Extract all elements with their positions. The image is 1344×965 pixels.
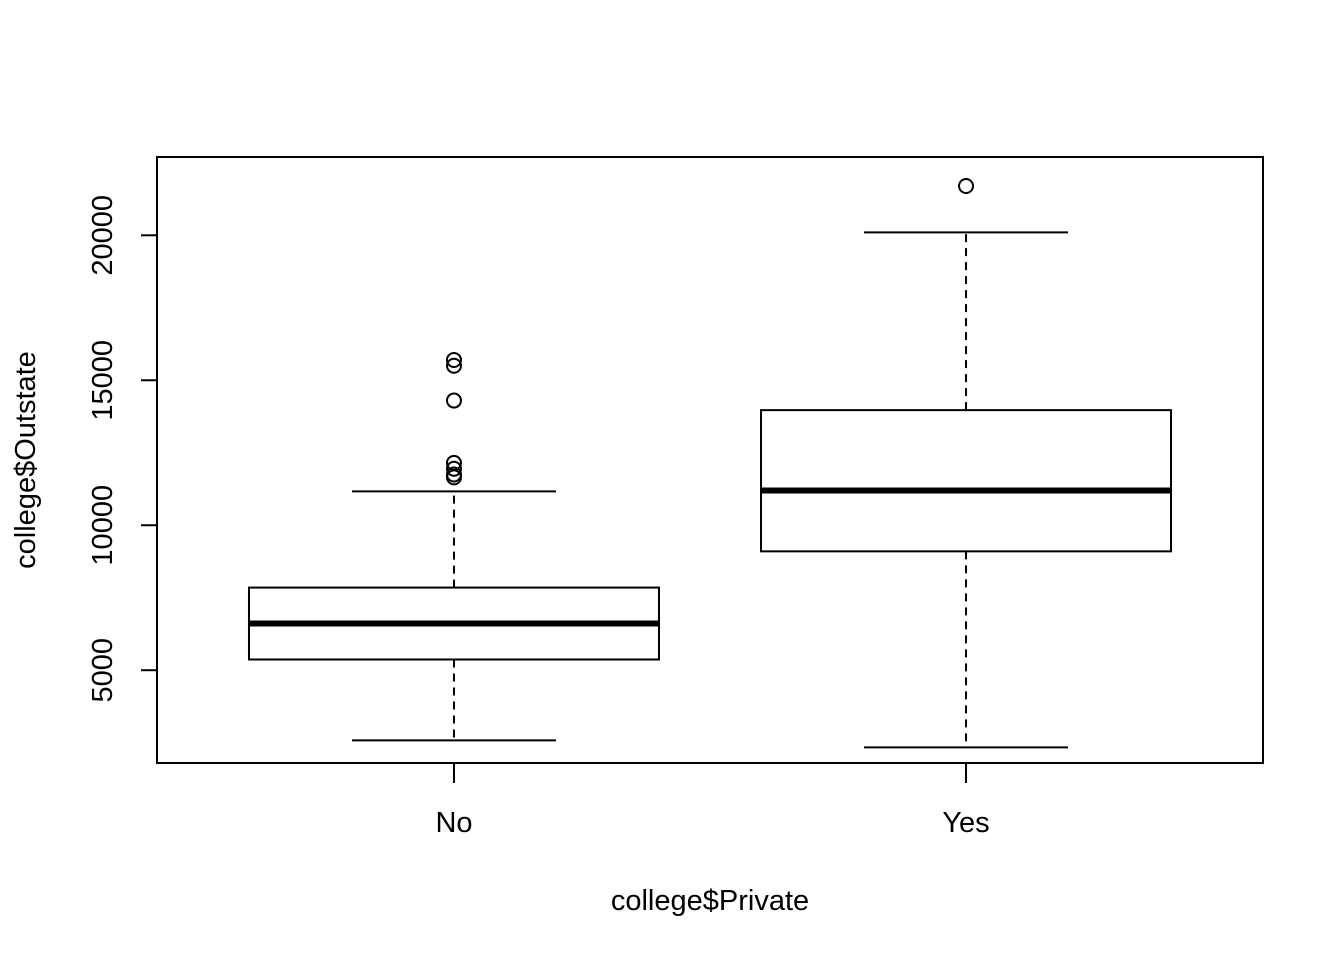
outlier-point <box>445 466 462 483</box>
box-group-yes <box>760 177 1173 749</box>
x-axis: No Yes <box>435 763 990 839</box>
y-tick-label: 10000 <box>87 485 119 566</box>
plot-frame <box>156 156 1264 764</box>
y-tick-label: 5000 <box>87 638 119 703</box>
box-group-no <box>247 351 660 742</box>
x-tick-label: No <box>435 807 472 839</box>
x-axis-title: college$Private <box>611 885 809 917</box>
boxes <box>247 177 1173 749</box>
y-axis-title: college$Outstate <box>10 351 42 569</box>
outlier-point <box>445 454 462 471</box>
outlier-point <box>445 392 462 409</box>
outlier-point <box>958 177 975 194</box>
y-axis: 5000 10000 15000 20000 <box>87 195 157 703</box>
outlier-point <box>445 460 462 477</box>
iqr-box <box>760 409 1173 553</box>
outlier-point <box>445 357 462 374</box>
x-tick-label: Yes <box>942 807 989 839</box>
y-tick-label: 15000 <box>87 340 119 421</box>
y-tick-label: 20000 <box>87 195 119 276</box>
outlier-point <box>445 351 462 368</box>
